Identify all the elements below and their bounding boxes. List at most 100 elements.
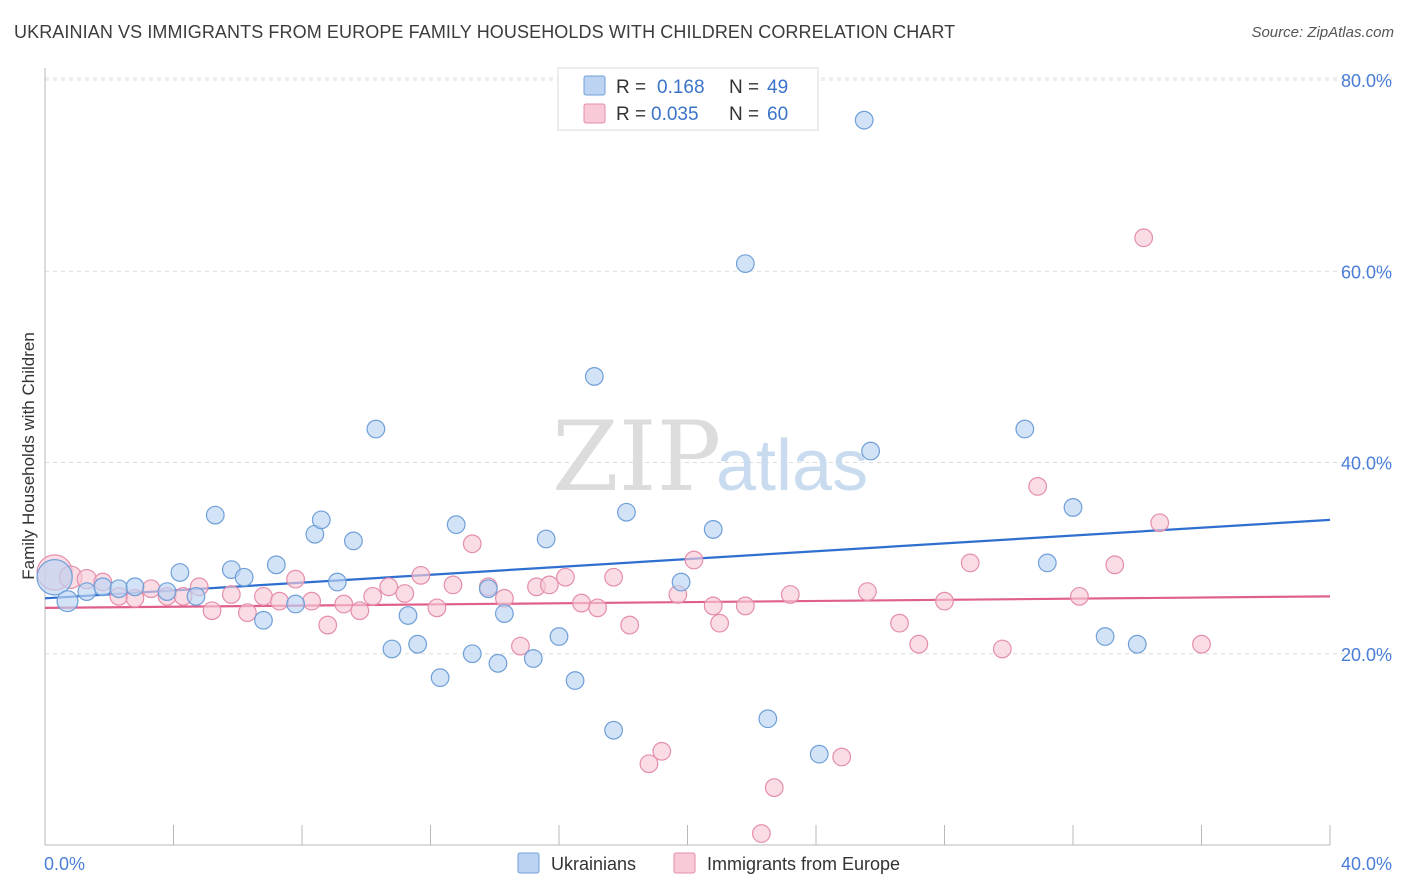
point-ukrainians bbox=[703, 520, 723, 539]
bottom-legend-label-ukrainians: Ukrainians bbox=[551, 854, 636, 874]
point-ukrainians bbox=[617, 502, 636, 522]
point-ukrainians bbox=[1095, 627, 1115, 646]
grid-layer bbox=[45, 77, 1392, 655]
point-immigrants bbox=[832, 747, 852, 767]
point-immigrants bbox=[443, 575, 463, 595]
point-immigrants bbox=[556, 567, 575, 587]
bottom-legend-swatch-ukrainians bbox=[517, 852, 540, 874]
point-ukrainians bbox=[758, 709, 778, 729]
legend: R = 0.168 N = 49 R = 0.035 N = 60 bbox=[557, 67, 819, 131]
point-ukrainians bbox=[125, 577, 145, 597]
point-immigrants bbox=[427, 598, 447, 618]
point-immigrants bbox=[684, 550, 704, 570]
point-immigrants bbox=[395, 584, 415, 603]
point-immigrants bbox=[764, 778, 784, 798]
point-ukrainians bbox=[584, 367, 604, 386]
point-immigrants bbox=[1192, 634, 1211, 654]
point-immigrants bbox=[1134, 228, 1154, 248]
point-immigrants bbox=[254, 586, 273, 606]
x-tick-label: 0.0% bbox=[44, 854, 85, 874]
y-tick-label: 20.0% bbox=[1341, 645, 1392, 665]
point-ukrainians bbox=[488, 653, 508, 673]
point-ukrainians bbox=[366, 419, 386, 439]
point-ukrainians bbox=[408, 634, 428, 654]
watermark: ZIP atlas bbox=[552, 401, 868, 513]
bottom-legend: Ukrainians Immigrants from Europe bbox=[517, 852, 900, 874]
point-immigrants bbox=[237, 603, 257, 623]
tick-labels: 20.0% 40.0% 60.0% 80.0% 0.0% 40.0% bbox=[44, 71, 1392, 874]
legend-swatch-immigrants bbox=[583, 103, 606, 124]
point-ukrainians bbox=[157, 582, 177, 601]
point-ukrainians bbox=[56, 590, 79, 613]
point-ukrainians bbox=[170, 563, 190, 582]
point-ukrainians bbox=[186, 586, 206, 606]
point-ukrainians bbox=[462, 644, 482, 664]
point-immigrants bbox=[379, 577, 399, 597]
point-ukrainians bbox=[109, 579, 129, 599]
trendline-immigrants bbox=[44, 595, 1331, 609]
legend-swatch-ukrainians bbox=[583, 75, 606, 96]
point-ukrainians bbox=[1127, 634, 1147, 654]
legend-n-label-2: N = bbox=[729, 104, 759, 125]
point-immigrants bbox=[992, 639, 1012, 659]
point-immigrants bbox=[604, 567, 624, 587]
point-ukrainians bbox=[536, 529, 556, 549]
watermark-atlas: atlas bbox=[716, 426, 868, 506]
point-ukrainians bbox=[1037, 553, 1057, 573]
point-ukrainians bbox=[809, 744, 829, 764]
point-immigrants bbox=[1028, 477, 1048, 496]
point-ukrainians bbox=[494, 604, 514, 623]
point-immigrants bbox=[639, 754, 659, 774]
point-ukrainians bbox=[446, 515, 466, 535]
point-immigrants bbox=[735, 596, 755, 616]
point-immigrants bbox=[588, 598, 607, 618]
point-ukrainians bbox=[205, 505, 225, 525]
point-ukrainians bbox=[735, 254, 755, 274]
point-immigrants bbox=[909, 634, 929, 654]
point-immigrants bbox=[1070, 586, 1089, 606]
point-immigrants bbox=[270, 591, 289, 611]
point-ukrainians bbox=[604, 720, 624, 740]
point-ukrainians bbox=[861, 441, 881, 461]
point-immigrants bbox=[960, 553, 980, 573]
legend-r-value-1: 0.168 bbox=[657, 77, 705, 98]
point-ukrainians bbox=[311, 510, 331, 530]
point-immigrants bbox=[572, 593, 591, 613]
point-ukrainians bbox=[234, 567, 254, 587]
point-immigrants bbox=[202, 601, 222, 621]
point-immigrants bbox=[462, 534, 482, 554]
point-ukrainians bbox=[344, 531, 363, 551]
point-ukrainians bbox=[286, 594, 305, 614]
bottom-legend-label-immigrants: Immigrants from Europe bbox=[707, 854, 900, 874]
point-ukrainians bbox=[565, 671, 585, 690]
point-immigrants bbox=[858, 582, 877, 601]
point-immigrants bbox=[1105, 555, 1125, 575]
point-immigrants bbox=[751, 824, 771, 843]
point-ukrainians bbox=[478, 579, 498, 599]
legend-r-label-2: R = bbox=[616, 104, 646, 125]
point-ukrainians bbox=[254, 610, 273, 630]
point-immigrants bbox=[620, 615, 640, 635]
point-immigrants bbox=[703, 596, 723, 616]
legend-n-value-1: 49 bbox=[767, 77, 788, 98]
point-immigrants bbox=[710, 613, 730, 633]
point-ukrainians bbox=[430, 668, 450, 688]
point-immigrants bbox=[935, 591, 954, 611]
point-immigrants bbox=[141, 579, 161, 599]
chart-source: Source: ZipAtlas.com bbox=[1251, 24, 1394, 41]
point-immigrants bbox=[890, 613, 909, 633]
point-ukrainians bbox=[1015, 419, 1035, 439]
point-ukrainians bbox=[671, 572, 691, 592]
y-axis-title: Family Households with Children bbox=[19, 332, 38, 580]
legend-r-label-1: R = bbox=[616, 77, 646, 98]
point-ukrainians bbox=[549, 627, 569, 646]
point-immigrants bbox=[652, 741, 672, 761]
point-immigrants bbox=[221, 585, 241, 604]
point-immigrants bbox=[334, 594, 354, 614]
point-immigrants bbox=[1150, 513, 1170, 533]
point-ukrainians bbox=[327, 572, 347, 592]
chart-title: UKRAINIAN VS IMMIGRANTS FROM EUROPE FAMI… bbox=[14, 22, 956, 42]
point-ukrainians bbox=[854, 110, 874, 130]
x-tick-label: 40.0% bbox=[1341, 854, 1392, 874]
y-tick-label: 60.0% bbox=[1341, 262, 1392, 282]
